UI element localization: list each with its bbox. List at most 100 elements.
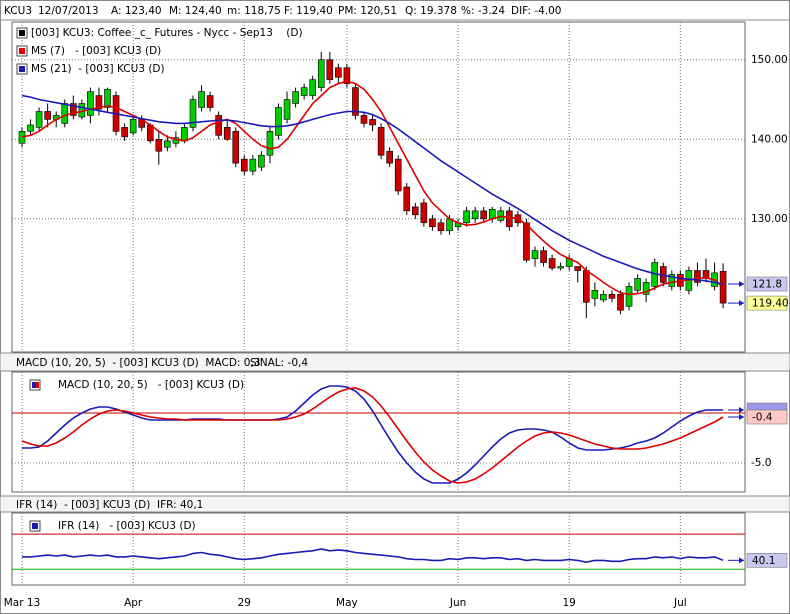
candle-body <box>317 59 325 88</box>
macd-header-bar <box>0 352 790 372</box>
status-item: A: 123,40 <box>111 5 162 17</box>
candle-body <box>420 202 428 224</box>
legend-label: [003] KCU3: Coffee _c_ Futures - Nycc - … <box>31 27 303 39</box>
candle-body <box>35 111 43 128</box>
candle-body <box>309 79 317 96</box>
candle-body <box>403 186 411 212</box>
panel-title: IFR (14) - [003] KCU3 (D) IFR: 40,1 <box>16 499 203 511</box>
series-line <box>22 385 724 484</box>
y-tick-label: 130.00 <box>751 213 788 225</box>
x-tick-label: 29 <box>238 597 251 609</box>
status-item: 12/07/2013 <box>38 5 99 17</box>
candle-body <box>61 103 69 124</box>
plot-area <box>11 512 746 586</box>
legend-icon <box>19 48 25 54</box>
candle-body <box>18 131 26 144</box>
candle-body <box>326 59 334 80</box>
candle-body <box>463 210 470 224</box>
status-item: m: 118,75 <box>227 5 281 17</box>
badge-arrow-head <box>739 281 744 288</box>
candle-body <box>694 270 701 283</box>
candle-body <box>87 91 94 116</box>
value-badge <box>746 409 788 425</box>
candle-body <box>335 67 342 78</box>
value-badge <box>746 276 788 292</box>
panel-title-note: SINAL: -0,4 <box>250 357 308 369</box>
legend-label: IFR (14) - [003] KCU3 (D) <box>58 520 196 532</box>
candle-body <box>506 210 513 228</box>
status-item: DIF: -4.00 <box>511 5 561 17</box>
status-item: PM: 120,51 <box>338 5 397 17</box>
badge-label: 40.1 <box>752 555 775 567</box>
candle-body <box>155 138 163 152</box>
legend-icon <box>36 382 39 388</box>
candle-body <box>591 290 599 299</box>
badge-arrow-head <box>739 414 744 420</box>
status-item: KCU3 <box>4 5 32 17</box>
candle-body <box>352 87 359 116</box>
candle-body <box>283 99 291 120</box>
legend-label: MACD (10, 20, 5) - [003] KCU3 (D) <box>58 379 244 391</box>
candle-body <box>360 115 368 124</box>
y-tick-label: 140.00 <box>751 133 788 145</box>
badge-arrow-head <box>739 407 744 413</box>
badge-label: -0.4 <box>752 412 773 424</box>
candle-body <box>394 158 402 192</box>
candle-body <box>206 95 214 108</box>
candle-body <box>300 87 308 96</box>
panel-title: MACD (10, 20, 5) - [003] KCU3 (D) MACD: … <box>16 357 260 369</box>
candle-body <box>292 91 299 104</box>
badge-arrow-head <box>739 557 744 564</box>
candle-body <box>617 294 624 311</box>
legend-label: MS (21) - [003] KCU3 (D) <box>31 63 165 75</box>
badge-arrow-head <box>739 300 744 307</box>
candle-body <box>480 210 488 220</box>
candle-body <box>634 278 641 291</box>
candle-body <box>642 282 650 295</box>
candle-body <box>625 286 633 307</box>
ifr-header-bar <box>0 495 790 513</box>
y-tick-label: 150.00 <box>751 54 788 66</box>
candle-body <box>275 107 282 136</box>
candle-body <box>223 127 231 140</box>
candle-body <box>600 294 607 301</box>
legend-icon <box>32 523 38 529</box>
candle-body <box>189 99 197 128</box>
y-tick-label: -5.0 <box>751 457 772 469</box>
candle-body <box>258 154 265 168</box>
candle-body <box>129 119 137 134</box>
plot-area <box>11 371 746 493</box>
candle-body <box>582 270 590 303</box>
candle-body <box>27 124 34 132</box>
badge-label: 121.8 <box>752 279 782 291</box>
candle-body <box>369 119 376 126</box>
legend-label: MS (7) - [003] KCU3 (D) <box>31 45 161 57</box>
x-tick-label: 19 <box>563 597 576 609</box>
x-tick-label: May <box>336 597 358 609</box>
legend-icon <box>32 382 38 388</box>
candle-body <box>411 206 419 216</box>
candle-body <box>241 158 248 172</box>
candle-body <box>531 250 539 259</box>
status-item: M: 124,40 <box>169 5 222 17</box>
candle-body <box>164 140 171 148</box>
status-item: %: -3.24 <box>461 5 505 17</box>
candle-body <box>377 127 385 156</box>
series-line <box>21 387 724 484</box>
candle-body <box>429 218 436 228</box>
candle-body <box>574 266 582 271</box>
series-line <box>21 94 724 285</box>
candle-body <box>343 67 351 84</box>
status-item: F: 119,40 <box>284 5 333 17</box>
candle-body <box>471 210 479 220</box>
candle-body <box>548 258 556 269</box>
candle-body <box>232 131 240 164</box>
legend-icon <box>19 66 25 72</box>
candle-body <box>668 274 676 287</box>
x-tick-label: Mar 13 <box>4 597 41 609</box>
candle-body <box>95 95 103 110</box>
candle-body <box>557 266 564 269</box>
candle-body <box>540 250 547 263</box>
candle-body <box>523 222 530 261</box>
